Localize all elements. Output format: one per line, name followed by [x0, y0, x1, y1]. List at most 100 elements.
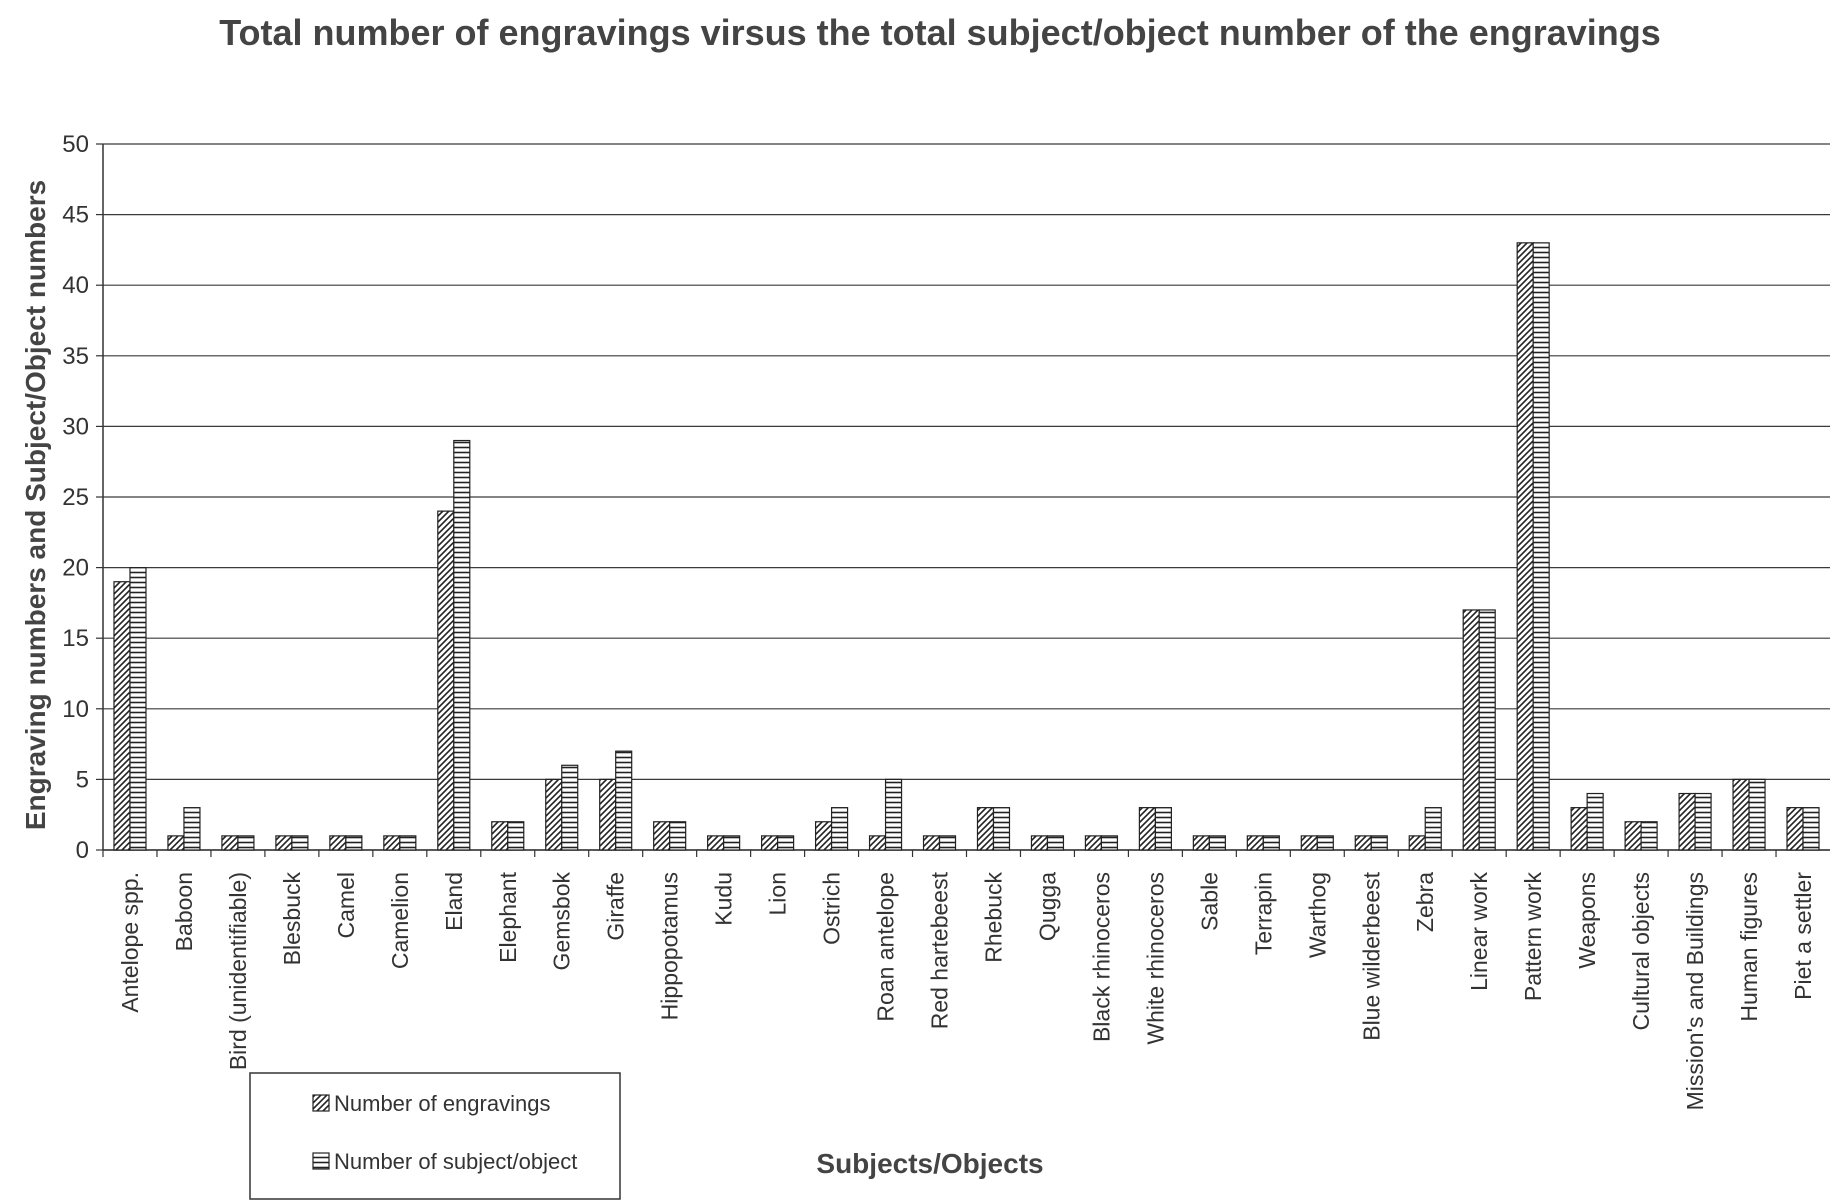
legend-swatch-engravings	[312, 1094, 330, 1112]
bar-engravings	[1678, 792, 1696, 851]
bar-engravings	[1732, 778, 1750, 851]
bar-engravings	[1300, 835, 1318, 851]
x-category-label: Hippopotamus	[657, 872, 683, 1020]
bar-engravings	[1354, 835, 1372, 851]
x-category-label: Sable	[1196, 872, 1222, 931]
bar-subject-object	[1586, 792, 1604, 851]
x-category-label: Eland	[441, 872, 467, 931]
bar-subject-object	[1370, 835, 1388, 851]
x-category-label: Bird (unidentifiable)	[225, 872, 251, 1070]
legend-label-subject-object: Number of subject/object	[334, 1149, 577, 1174]
bar-subject-object	[1208, 835, 1226, 851]
x-category-label: Qugga	[1034, 872, 1060, 941]
legend-swatch-subject-object	[312, 1152, 330, 1170]
bar-engravings	[922, 835, 941, 851]
bar-engravings	[599, 778, 617, 851]
y-tick-label: 40	[62, 272, 89, 299]
bar-subject-object	[1262, 835, 1280, 851]
x-category-label: Lion	[765, 872, 791, 915]
bar-engravings	[1516, 242, 1534, 851]
bar-engravings	[221, 835, 239, 851]
y-tick-label: 20	[62, 555, 89, 582]
bar-subject-object	[129, 566, 147, 851]
bar-engravings	[437, 510, 455, 851]
x-category-label: Weapons	[1574, 872, 1600, 969]
y-tick-label: 25	[62, 484, 89, 511]
bar-subject-object	[561, 764, 579, 851]
y-tick-label: 30	[62, 413, 89, 440]
y-axis-title: Engraving numbers and Subject/Object num…	[20, 180, 51, 830]
x-category-label: Zebra	[1412, 872, 1438, 932]
x-category-label: Blesbuck	[279, 872, 305, 966]
x-category-label: Warthog	[1304, 872, 1330, 958]
bar-engravings	[1786, 807, 1804, 851]
bar-engravings	[976, 807, 995, 851]
y-tick-label: 15	[62, 625, 89, 652]
y-tick-label: 50	[62, 131, 89, 158]
bar-engravings	[1408, 835, 1426, 851]
legend: Number of engravings Number of subject/o…	[249, 1072, 621, 1200]
x-category-label: Elephant	[495, 871, 521, 962]
x-category-label: Linear work	[1466, 872, 1492, 991]
bar-engravings	[1246, 835, 1264, 851]
x-axis-categories: Antelope spp. Baboon Bird (unidentifiable)…	[102, 850, 1816, 1110]
bar-subject-object	[453, 439, 471, 851]
chart-title: Total number of engravings virsus the to…	[219, 12, 1661, 53]
x-category-label: Blue wilderbeest	[1358, 871, 1384, 1040]
bar-subject-object	[237, 835, 255, 851]
bar-subject-object	[183, 807, 201, 851]
bar-engravings	[113, 581, 131, 851]
x-axis-title: Subjects/Objects	[816, 1148, 1043, 1179]
bar-subject-object	[1532, 242, 1550, 851]
x-category-label: Gemsbok	[549, 872, 575, 971]
bar-subject-object	[723, 835, 741, 851]
bar-engravings	[1030, 835, 1049, 851]
x-category-label: Human figures	[1736, 872, 1762, 1022]
bar-engravings	[275, 835, 293, 851]
x-category-label: Pattern work	[1520, 872, 1546, 1002]
bar-subject-object	[399, 835, 417, 851]
bar-engravings	[1570, 807, 1588, 851]
bar-subject-object	[830, 807, 849, 851]
bar-subject-object	[1802, 807, 1820, 851]
bar-engravings	[1192, 835, 1210, 851]
bar-engravings	[167, 835, 185, 851]
x-category-label: Giraffe	[603, 872, 629, 941]
bar-engravings	[814, 821, 833, 851]
bar-subject-object	[992, 807, 1011, 851]
bar-subject-object	[291, 835, 309, 851]
bar-subject-object	[938, 835, 957, 851]
y-tick-label: 45	[62, 202, 89, 229]
x-category-label: White rhinoceros	[1142, 872, 1168, 1045]
bar-subject-object	[1424, 807, 1442, 851]
x-category-label: Roan antelope	[873, 872, 899, 1022]
y-tick-label: 5	[76, 766, 89, 793]
bar-subject-object	[884, 778, 903, 851]
x-category-label: Red hartebeest	[927, 871, 953, 1029]
bar-subject-object	[1316, 835, 1334, 851]
bar-engravings	[1624, 821, 1642, 851]
bar-engravings	[707, 835, 725, 851]
gridlines	[103, 143, 1830, 851]
bar-engravings	[383, 835, 401, 851]
bar-engravings	[491, 821, 509, 851]
bar-engravings	[761, 835, 779, 851]
bar-subject-object	[507, 821, 525, 851]
y-tick-label: 35	[62, 343, 89, 370]
bar-subject-object	[1100, 835, 1119, 851]
bar-subject-object	[1694, 792, 1712, 851]
x-category-label: Piet a settler	[1790, 872, 1816, 1000]
x-category-label: Black rhinoceros	[1088, 872, 1114, 1042]
x-category-label: Antelope spp.	[117, 872, 143, 1013]
x-category-label: Rhebuck	[980, 872, 1006, 963]
bar-subject-object	[345, 835, 363, 851]
bars	[113, 242, 1820, 851]
bar-subject-object	[615, 750, 633, 851]
bar-subject-object	[1478, 609, 1496, 851]
bar-engravings	[1462, 609, 1480, 851]
bar-engravings	[653, 821, 671, 851]
x-category-label: Cultural objects	[1628, 872, 1654, 1031]
x-category-label: Kudu	[711, 872, 737, 926]
